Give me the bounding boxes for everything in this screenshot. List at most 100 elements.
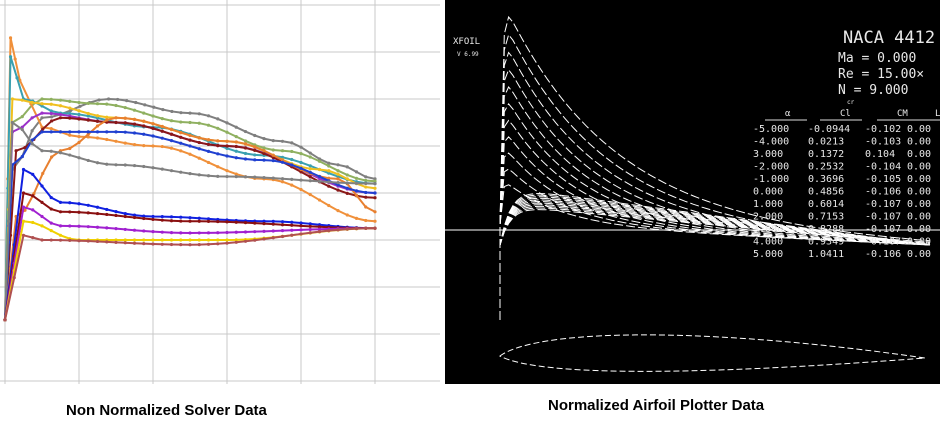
data-point <box>345 177 349 181</box>
data-point <box>86 239 90 243</box>
table-header: α <box>785 109 791 119</box>
data-point <box>271 159 275 163</box>
data-point <box>30 142 34 146</box>
data-point <box>188 120 192 125</box>
data-point <box>364 226 368 230</box>
data-point <box>234 125 238 129</box>
data-point <box>58 210 63 214</box>
data-point <box>253 153 257 157</box>
table-cell: -0.104 <box>865 162 901 173</box>
data-point <box>116 97 120 102</box>
data-point <box>86 203 90 207</box>
data-point <box>114 103 118 108</box>
data-point <box>188 152 192 156</box>
data-point <box>336 177 340 181</box>
data-point <box>40 130 44 134</box>
data-point <box>132 215 137 220</box>
data-point <box>49 229 53 233</box>
data-point <box>68 224 72 228</box>
data-point <box>206 149 211 153</box>
data-point <box>68 99 72 103</box>
data-point <box>49 130 53 134</box>
data-point <box>179 130 183 135</box>
data-point <box>299 228 303 232</box>
data-point <box>354 170 359 174</box>
data-point <box>58 104 63 108</box>
data-point <box>179 243 183 247</box>
data-point <box>132 238 137 242</box>
data-point <box>41 127 45 131</box>
data-point <box>354 189 359 193</box>
table-header: L <box>935 109 940 119</box>
data-point <box>50 119 54 123</box>
data-point <box>188 219 192 223</box>
data-point <box>234 149 238 153</box>
data-point <box>253 175 257 179</box>
data-point <box>253 238 257 242</box>
data-point <box>243 146 248 150</box>
table-cell: -0.107 <box>865 212 901 223</box>
data-point <box>290 183 294 187</box>
data-point <box>290 233 294 237</box>
data-point <box>253 158 257 162</box>
data-point <box>77 156 81 160</box>
data-point <box>114 240 118 244</box>
data-point <box>373 219 377 223</box>
data-point <box>151 126 155 130</box>
data-point <box>216 126 220 130</box>
data-point <box>77 100 81 105</box>
data-point <box>317 174 322 179</box>
data-point <box>225 121 229 125</box>
data-point <box>49 126 53 131</box>
data-point <box>95 225 100 229</box>
cp-lower-alpha--3 <box>499 196 931 320</box>
data-point <box>317 198 322 202</box>
data-point <box>132 131 137 135</box>
data-point <box>142 242 146 246</box>
data-point <box>206 123 211 127</box>
data-point <box>336 209 340 213</box>
data-point <box>216 143 220 148</box>
data-point <box>373 177 377 181</box>
data-point <box>10 120 14 125</box>
data-point <box>86 130 90 134</box>
data-point <box>40 111 44 115</box>
table-cell: 3.000 <box>753 149 783 160</box>
data-point <box>262 149 266 153</box>
data-point <box>206 138 211 142</box>
data-point <box>95 102 100 106</box>
cp-upper-alpha--4 <box>499 168 931 320</box>
data-point <box>58 200 63 204</box>
data-point <box>243 157 248 161</box>
data-point <box>105 130 109 134</box>
data-point <box>160 144 164 149</box>
table-cell: 1.000 <box>753 199 783 210</box>
data-point <box>95 239 100 244</box>
data-point <box>95 136 100 140</box>
data-point <box>308 192 312 197</box>
data-point <box>206 238 211 242</box>
data-point <box>290 220 294 224</box>
data-point <box>327 164 331 168</box>
data-point <box>327 161 331 165</box>
data-point <box>123 211 127 216</box>
data-point <box>160 218 164 222</box>
cp-upper-alpha-0 <box>499 103 931 320</box>
data-point <box>253 148 257 152</box>
data-point <box>50 155 54 159</box>
data-point <box>188 243 192 247</box>
data-point <box>317 179 322 184</box>
data-point <box>253 221 257 225</box>
data-point <box>105 137 109 142</box>
data-point <box>95 161 100 165</box>
data-point <box>58 151 63 155</box>
data-point <box>68 210 72 214</box>
table-cell: 0.7153 <box>808 212 844 223</box>
data-point <box>31 172 35 176</box>
data-point <box>179 141 183 145</box>
table-cell: -0.103 <box>865 137 901 148</box>
data-point <box>142 119 146 123</box>
data-point <box>179 215 183 219</box>
data-point <box>114 130 118 134</box>
data-point <box>216 219 220 224</box>
